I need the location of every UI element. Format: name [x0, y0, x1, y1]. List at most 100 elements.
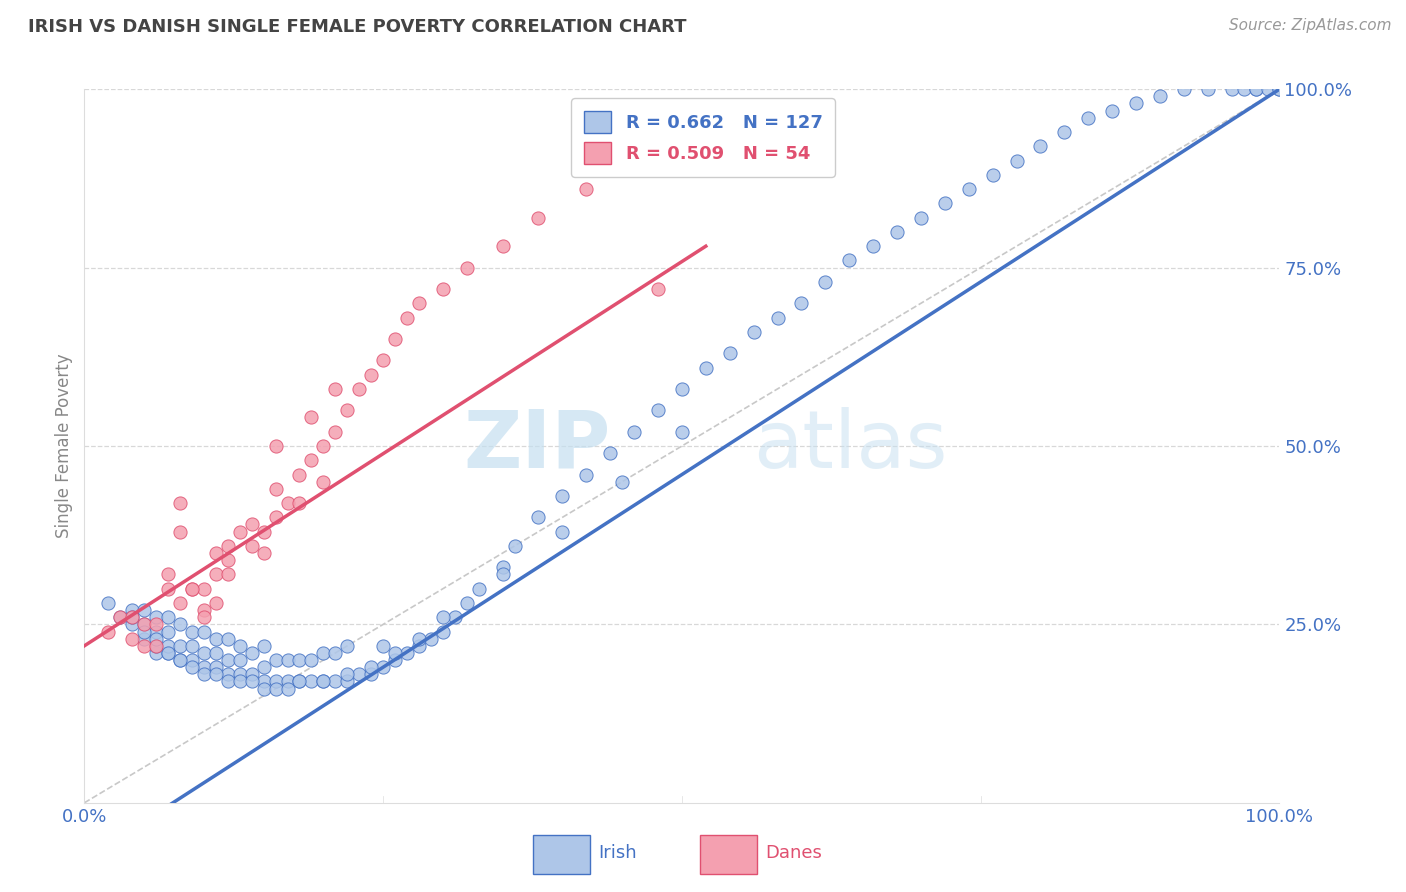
Point	[325, 674, 347, 689]
Point	[181, 653, 204, 667]
Point	[132, 603, 156, 617]
Point	[169, 596, 191, 610]
Point	[169, 653, 191, 667]
Point	[718, 346, 741, 360]
Point	[97, 624, 120, 639]
Point	[360, 660, 382, 674]
Point	[217, 674, 239, 689]
Point	[229, 667, 252, 681]
Point	[264, 439, 287, 453]
Text: ZIP: ZIP	[463, 407, 610, 485]
Text: IRISH VS DANISH SINGLE FEMALE POVERTY CORRELATION CHART: IRISH VS DANISH SINGLE FEMALE POVERTY CO…	[28, 18, 686, 36]
Point	[205, 546, 228, 560]
Point	[384, 653, 406, 667]
Point	[312, 475, 335, 489]
Point	[742, 325, 765, 339]
Point	[193, 667, 215, 681]
Point	[110, 610, 132, 624]
Point	[169, 524, 191, 539]
Point	[575, 182, 598, 196]
Point	[264, 674, 287, 689]
Point	[264, 510, 287, 524]
Point	[181, 639, 204, 653]
Point	[181, 660, 204, 674]
Point	[229, 524, 252, 539]
Point	[205, 667, 228, 681]
Point	[325, 382, 347, 396]
Point	[253, 660, 276, 674]
Point	[575, 467, 598, 482]
Point	[1173, 82, 1195, 96]
Point	[288, 674, 311, 689]
Point	[1233, 82, 1256, 96]
Point	[240, 517, 263, 532]
Point	[193, 660, 215, 674]
Legend: R = 0.662   N = 127, R = 0.509   N = 54: R = 0.662 N = 127, R = 0.509 N = 54	[571, 98, 835, 177]
Point	[492, 560, 515, 574]
Point	[132, 639, 156, 653]
Point	[1101, 103, 1123, 118]
Point	[612, 475, 634, 489]
Point	[456, 260, 478, 275]
Point	[253, 546, 276, 560]
Point	[157, 624, 180, 639]
Point	[766, 310, 789, 325]
Point	[349, 667, 371, 681]
Point	[1197, 82, 1219, 96]
Point	[384, 646, 406, 660]
Point	[301, 453, 323, 467]
Point	[240, 667, 263, 681]
Point	[288, 467, 311, 482]
Point	[1244, 82, 1267, 96]
Point	[336, 639, 359, 653]
Point	[492, 567, 515, 582]
Point	[240, 674, 263, 689]
Point	[277, 681, 299, 696]
Point	[838, 253, 860, 268]
Point	[193, 582, 215, 596]
Point	[647, 282, 669, 296]
Point	[193, 646, 215, 660]
Point	[121, 610, 143, 624]
Point	[1053, 125, 1076, 139]
Point	[396, 310, 419, 325]
Point	[671, 382, 693, 396]
Point	[205, 646, 228, 660]
Point	[205, 567, 228, 582]
Point	[193, 610, 215, 624]
Point	[217, 553, 239, 567]
Point	[1257, 82, 1279, 96]
Point	[384, 332, 406, 346]
Point	[312, 439, 335, 453]
Point	[910, 211, 932, 225]
Point	[325, 646, 347, 660]
Point	[981, 168, 1004, 182]
Point	[492, 239, 515, 253]
Point	[336, 667, 359, 681]
Y-axis label: Single Female Poverty: Single Female Poverty	[55, 354, 73, 538]
Point	[623, 425, 645, 439]
Point	[157, 639, 180, 653]
Point	[671, 425, 693, 439]
Point	[181, 582, 204, 596]
Point	[253, 674, 276, 689]
Point	[934, 196, 956, 211]
Point	[503, 539, 526, 553]
Point	[527, 510, 550, 524]
Point	[527, 211, 550, 225]
Point	[132, 632, 156, 646]
Point	[169, 653, 191, 667]
Point	[336, 674, 359, 689]
Text: Irish: Irish	[599, 844, 637, 862]
Point	[253, 524, 276, 539]
Point	[373, 639, 395, 653]
Point	[325, 425, 347, 439]
Point	[217, 667, 239, 681]
Point	[373, 353, 395, 368]
Point	[288, 653, 311, 667]
Point	[229, 674, 252, 689]
Point	[264, 482, 287, 496]
Point	[217, 567, 239, 582]
Point	[301, 674, 323, 689]
Point	[957, 182, 980, 196]
